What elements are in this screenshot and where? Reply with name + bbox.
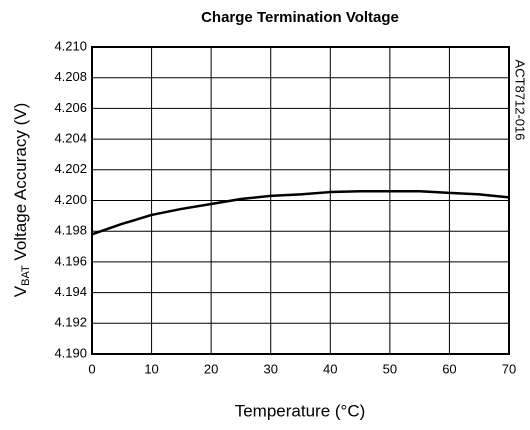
y-label-main: V [11, 285, 30, 297]
y-tick-label: 4.192 [54, 315, 87, 330]
y-tick-label: 4.190 [54, 345, 87, 360]
y-label-sub: BAT [20, 265, 32, 286]
y-tick-label: 4.210 [54, 38, 87, 53]
x-tick-label: 20 [204, 361, 218, 376]
x-axis-label: Temperature (°C) [235, 401, 366, 420]
x-tick-label: 60 [442, 361, 456, 376]
y-tick-label: 4.194 [54, 284, 87, 299]
x-tick-label: 0 [88, 361, 95, 376]
x-tick-label: 70 [502, 361, 516, 376]
y-tick-label: 4.208 [54, 69, 87, 84]
y-label-rest: Voltage Accuracy (V) [11, 103, 30, 266]
data-line [91, 190, 510, 236]
plot-border [91, 46, 510, 355]
y-tick-label: 4.200 [54, 192, 87, 207]
y-tick-label: 4.206 [54, 100, 87, 115]
y-tick-label: 4.202 [54, 161, 87, 176]
y-tick-label: 4.204 [54, 131, 87, 146]
y-tick-label: 4.198 [54, 223, 87, 238]
x-tick-label: 50 [383, 361, 397, 376]
y-tick-label: 4.196 [54, 253, 87, 268]
annotation: ACT8712-016 [513, 60, 528, 141]
x-tick-label: 10 [144, 361, 158, 376]
x-tick-label: 40 [323, 361, 337, 376]
x-tick-label: 30 [263, 361, 277, 376]
chart-title: Charge Termination Voltage [201, 9, 399, 26]
y-axis-label: VBAT Voltage Accuracy (V) [11, 103, 31, 297]
